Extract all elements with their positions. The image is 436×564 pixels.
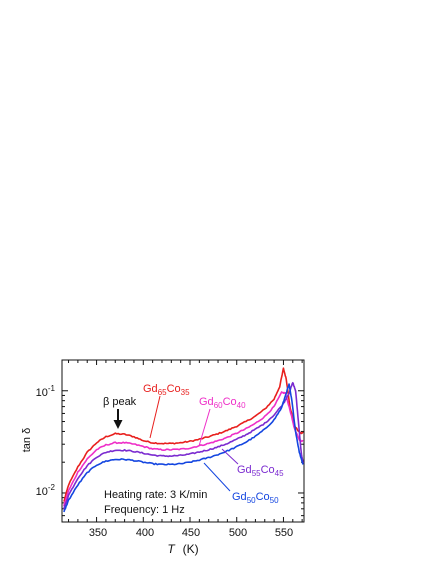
x-tick-label-450: 450 xyxy=(182,527,200,539)
series-lines xyxy=(63,367,304,513)
series-pointer-gd65co35 xyxy=(149,395,161,439)
plot-frame xyxy=(61,359,305,523)
x-tick-label-500: 500 xyxy=(229,527,247,539)
series-line-3 xyxy=(63,383,304,513)
series-pointer-gd55co45 xyxy=(221,448,239,465)
series-label-gd55co45: Gd55Co45 xyxy=(237,464,284,478)
y-tick-label-1: 10-1 xyxy=(36,384,56,399)
x-axis-label: T (K) xyxy=(167,542,198,556)
heating-rate-text: Heating rate: 3 K/min xyxy=(104,489,207,501)
series-label-gd65co35: Gd65Co35 xyxy=(143,383,190,397)
beta-peak-label: β peak xyxy=(103,396,137,408)
x-tick-label-350: 350 xyxy=(89,527,107,539)
x-tick-label-550: 550 xyxy=(275,527,293,539)
series-label-gd60co40: Gd60Co40 xyxy=(199,396,246,410)
series-line-0 xyxy=(63,367,304,502)
y-tick-label-2: 10-2 xyxy=(36,483,56,498)
series-pointer-gd50co50 xyxy=(203,462,231,492)
frequency-text: Frequency: 1 Hz xyxy=(104,504,185,516)
beta-peak-arrowhead xyxy=(113,420,123,429)
y-axis-label: tan δ xyxy=(21,428,33,452)
series-pointer-gd60co40 xyxy=(198,408,211,447)
series-line-1 xyxy=(63,391,304,507)
series-label-gd50co50: Gd50Co50 xyxy=(232,491,279,505)
x-tick-label-400: 400 xyxy=(136,527,154,539)
series-line-2 xyxy=(63,381,304,510)
